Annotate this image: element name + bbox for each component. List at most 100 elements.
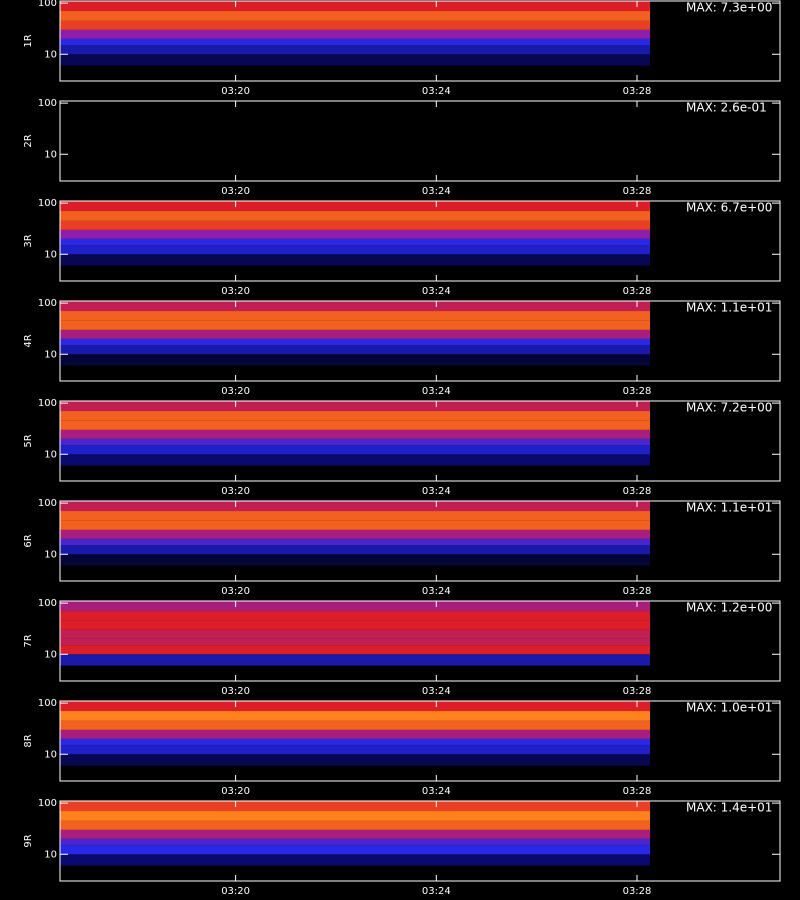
max-annotation: MAX: 1.1e+01 — [686, 301, 772, 315]
x-tick-label: 03:28 — [623, 886, 652, 897]
heat-cell — [60, 245, 651, 255]
y-tick-label: 10 — [44, 249, 57, 260]
heat-cell — [60, 845, 651, 855]
heat-cell — [60, 154, 651, 166]
heat-cell — [60, 11, 651, 21]
heat-cell — [60, 520, 651, 530]
y-axis-label: 3R — [23, 234, 34, 247]
plot-frame — [59, 200, 781, 282]
heat-cell — [60, 654, 651, 666]
heat-cell — [60, 120, 651, 130]
x-tick-label: 03:28 — [623, 86, 652, 97]
x-tick-label: 03:20 — [221, 286, 250, 297]
y-tick-label: 100 — [38, 798, 57, 809]
y-tick-label: 10 — [44, 49, 57, 60]
x-tick-label: 03:20 — [221, 586, 250, 597]
heat-cell — [60, 429, 651, 439]
heat-cell — [60, 201, 651, 212]
heat-cell — [60, 45, 651, 55]
heat-cell — [60, 1, 651, 12]
x-tick-label: 03:20 — [221, 786, 250, 797]
y-tick-label: 100 — [38, 198, 57, 209]
heat-cell — [60, 629, 651, 639]
heat-cell — [60, 501, 651, 512]
x-tick-label: 03:20 — [221, 686, 250, 697]
heat-cell — [60, 838, 651, 846]
heat-cell — [60, 445, 651, 455]
heat-cell — [60, 720, 651, 730]
max-annotation: MAX: 1.2e+00 — [686, 601, 772, 615]
heat-cell — [60, 401, 651, 412]
heat-cell — [60, 820, 651, 830]
y-tick-label: 10 — [44, 149, 57, 160]
y-tick-label: 10 — [44, 449, 57, 460]
y-tick-label: 10 — [44, 749, 57, 760]
plot-frame — [59, 300, 781, 382]
x-tick-label: 03:20 — [221, 486, 250, 497]
heat-cell — [60, 754, 651, 766]
heat-cell — [60, 229, 651, 239]
x-tick-label: 03:28 — [623, 286, 652, 297]
y-tick-label: 100 — [38, 698, 57, 709]
heat-cell — [60, 738, 651, 746]
heat-cell — [60, 254, 651, 266]
heat-cell — [60, 811, 651, 821]
heat-cell — [60, 701, 651, 712]
plot-frame — [59, 700, 781, 782]
y-axis-label: 7R — [23, 634, 34, 647]
max-annotation: MAX: 7.2e+00 — [686, 401, 772, 415]
x-tick-label: 03:20 — [221, 186, 250, 197]
plot-frame — [59, 0, 781, 82]
y-tick-label: 100 — [38, 298, 57, 309]
x-tick-label: 03:28 — [623, 486, 652, 497]
heat-cell — [60, 354, 651, 366]
heat-cell — [60, 545, 651, 555]
heat-cell — [60, 301, 651, 312]
y-tick-label: 100 — [38, 398, 57, 409]
y-axis-label: 8R — [23, 734, 34, 747]
heat-cell — [60, 111, 651, 121]
x-tick-label: 03:24 — [422, 286, 451, 297]
x-tick-label: 03:24 — [422, 686, 451, 697]
heat-cell — [60, 711, 651, 721]
max-annotation: MAX: 6.7e+00 — [686, 201, 772, 215]
y-axis-label: 6R — [23, 534, 34, 547]
max-annotation: MAX: 1.0e+01 — [686, 701, 772, 715]
x-tick-label: 03:20 — [221, 886, 250, 897]
plot-frame — [59, 400, 781, 482]
heat-cell — [60, 29, 651, 39]
y-tick-label: 100 — [38, 598, 57, 609]
y-tick-label: 10 — [44, 849, 57, 860]
heat-cell — [60, 454, 651, 466]
x-tick-label: 03:24 — [422, 886, 451, 897]
heat-cell — [60, 345, 651, 355]
x-tick-label: 03:28 — [623, 586, 652, 597]
heat-cell — [60, 54, 651, 66]
heat-cell — [60, 238, 651, 246]
x-tick-label: 03:24 — [422, 486, 451, 497]
y-axis-label: 1R — [23, 34, 34, 47]
x-tick-label: 03:28 — [623, 686, 652, 697]
heat-cell — [60, 511, 651, 521]
heat-cell — [60, 529, 651, 539]
heat-cell — [60, 538, 651, 546]
heat-cell — [60, 638, 651, 646]
plot-frame — [59, 500, 781, 582]
max-annotation: MAX: 7.3e+00 — [686, 1, 772, 15]
heat-cell — [60, 145, 651, 155]
heat-cell — [60, 211, 651, 221]
y-tick-label: 100 — [38, 498, 57, 509]
y-tick-label: 10 — [44, 349, 57, 360]
x-tick-label: 03:24 — [422, 86, 451, 97]
y-axis-label: 4R — [23, 334, 34, 347]
heat-cell — [60, 320, 651, 330]
x-tick-label: 03:28 — [623, 186, 652, 197]
heat-cell — [60, 220, 651, 230]
x-tick-label: 03:28 — [623, 386, 652, 397]
max-annotation: MAX: 1.4e+01 — [686, 801, 772, 815]
plot-frame — [59, 600, 781, 682]
heat-cell — [60, 411, 651, 421]
max-annotation: MAX: 2.6e-01 — [686, 101, 767, 115]
x-tick-label: 03:28 — [623, 786, 652, 797]
